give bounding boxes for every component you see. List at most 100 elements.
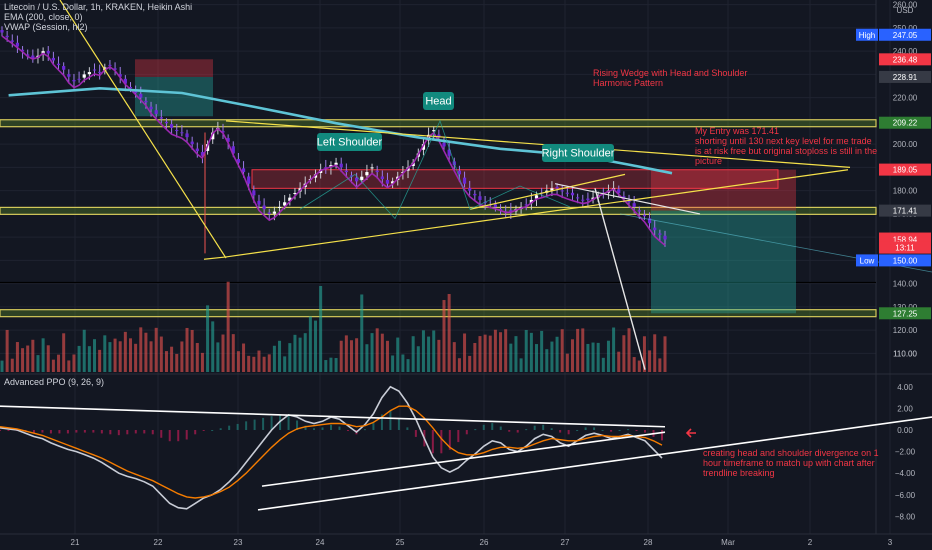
volume-bar: [262, 356, 266, 372]
candle-body: [462, 177, 467, 184]
candle-body: [447, 149, 451, 156]
volume-bar: [509, 343, 513, 372]
candle-body: [241, 168, 246, 173]
price-tag-bg: [879, 28, 931, 41]
price-tag-bg: [879, 254, 931, 267]
trade-target-zone: [651, 210, 796, 314]
price-tick-label: 110.00: [893, 349, 917, 358]
candle-body: [15, 42, 20, 47]
volume-bar: [555, 336, 559, 372]
volume-bar: [339, 340, 343, 372]
volume-bar: [529, 332, 533, 372]
volume-bar: [457, 358, 461, 372]
symbol-title[interactable]: Litecoin / U.S. Dollar, 1h, KRAKEN, Heik…: [4, 2, 193, 12]
price-tag-bg: [879, 307, 931, 320]
volume-bar: [31, 339, 35, 372]
volume-bar: [488, 335, 492, 372]
candle-body: [123, 78, 127, 84]
price-tag-bg: [879, 53, 931, 66]
grid-lines: [0, 0, 891, 534]
candle-body: [72, 79, 76, 82]
ppo-histogram-bar: [279, 415, 282, 430]
candle-body: [617, 189, 621, 193]
volume-bar: [493, 329, 497, 372]
ppo-histogram-bar: [270, 416, 273, 430]
volume-bar: [185, 327, 189, 372]
volume-bar: [483, 334, 487, 372]
ppo-histogram-bar: [49, 429, 52, 434]
candle-body: [509, 210, 513, 212]
volume-bar: [26, 345, 30, 372]
volume-bar: [380, 333, 384, 372]
ppo-histogram-bar: [32, 429, 35, 433]
ppo-histogram-bar: [219, 428, 222, 430]
price-tag-value: 236.48: [893, 55, 918, 64]
volume-bar: [601, 357, 605, 372]
volume-bar: [0, 360, 4, 372]
price-tag-value: 189.05: [893, 166, 918, 175]
candle-body: [170, 124, 174, 128]
volume-bar: [57, 354, 61, 372]
candle-body: [164, 121, 169, 124]
candle-body: [529, 199, 533, 204]
volume-bar: [98, 349, 102, 372]
volume-bar: [308, 316, 312, 372]
ppo-legend[interactable]: Advanced PPO (9, 26, 9): [4, 377, 105, 387]
ppo-histogram-bar: [100, 429, 103, 434]
ppo-histogram-bar: [465, 429, 468, 435]
volume-bar: [591, 342, 595, 372]
candle-body: [257, 200, 261, 205]
head-shoulders-outline: [299, 119, 571, 220]
ppo-histogram-bar: [567, 429, 570, 435]
volume-bar: [632, 357, 636, 372]
ppo-histogram-bar: [134, 429, 137, 434]
ppo-histogram-bar: [491, 423, 494, 430]
candle-body: [473, 193, 477, 196]
candle-body: [272, 211, 276, 214]
candle-body: [262, 205, 266, 210]
volume-bar: [360, 294, 364, 372]
ppo-histogram-bar: [228, 425, 231, 430]
candle-body: [637, 210, 641, 212]
time-tick-label: 22: [154, 538, 163, 547]
ppo-histogram-bar: [202, 429, 205, 431]
price-tick-label: 200.00: [893, 140, 918, 149]
ppo-tick-label: −6.00: [895, 491, 916, 500]
volume-bar: [154, 327, 158, 372]
volume-bar: [257, 350, 261, 372]
volume-bar: [570, 339, 574, 372]
pattern-title-2: Harmonic Pattern: [593, 78, 663, 88]
volume-bar: [149, 341, 153, 372]
candle-body: [56, 63, 61, 66]
candle-body: [31, 55, 35, 59]
price-tick-label: 260.00: [893, 1, 918, 10]
candle-body: [478, 196, 482, 200]
volume-bar: [200, 352, 204, 372]
price-tag: 13:11: [879, 241, 931, 254]
ppo-histogram-bar: [380, 414, 383, 430]
volume-bar: [252, 356, 256, 372]
volume-bar: [221, 334, 225, 372]
volume-bar: [67, 360, 71, 372]
ema-legend[interactable]: EMA (200, close, 0): [4, 12, 83, 22]
candle-body: [195, 148, 199, 152]
volume-bar: [504, 329, 508, 372]
ppo-histogram-bar: [627, 429, 630, 431]
volume-tick-label: 110.00: [893, 349, 917, 358]
candle-body: [493, 204, 497, 207]
ppo-histogram-bar: [177, 429, 180, 442]
candle-body: [432, 130, 436, 132]
ppo-histogram-bar: [601, 429, 604, 431]
price-tag-value: 150.00: [893, 256, 918, 265]
arrow-left-icon: [685, 428, 696, 438]
vwap-legend[interactable]: VWAP (Session, hl2): [4, 22, 88, 32]
volume-bar: [139, 327, 143, 372]
candle-body: [293, 192, 297, 194]
price-tag-value: 209.22: [893, 119, 918, 128]
volume-bar: [447, 294, 451, 372]
candle-body: [247, 176, 251, 184]
price-tag-bg: [879, 241, 931, 254]
ppo-signal-line: [0, 405, 663, 499]
volume-bar: [612, 327, 616, 372]
